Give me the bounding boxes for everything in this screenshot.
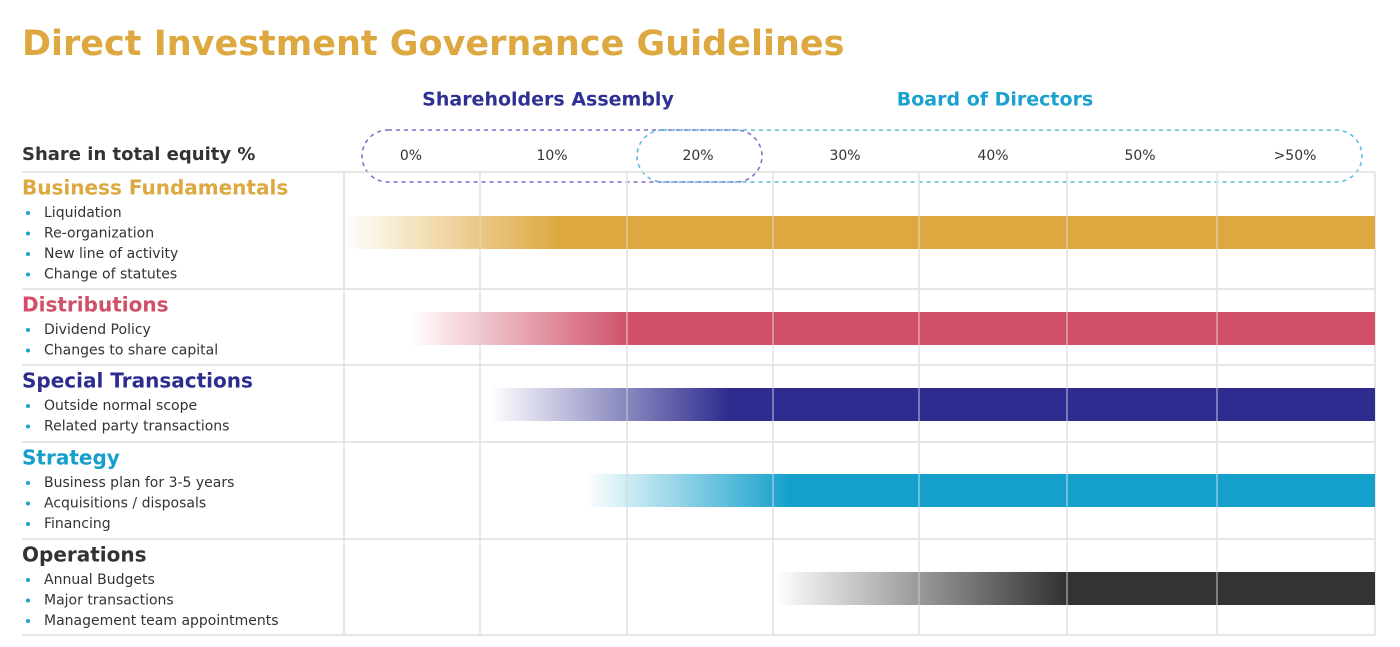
section-item: Business plan for 3-5 years	[44, 475, 234, 491]
section-item: Annual Budgets	[44, 572, 155, 588]
bars	[344, 216, 1375, 605]
section-item: Changes to share capital	[44, 343, 218, 359]
bullet	[26, 231, 30, 236]
section-title: Business Fundamentals	[22, 176, 288, 200]
shareholders-bracket	[361, 129, 763, 183]
bullet	[26, 578, 30, 582]
section-item: Re-organization	[44, 226, 154, 242]
bullet	[26, 211, 30, 215]
grid-overlay	[479, 172, 1218, 635]
column-label: 30%	[829, 148, 860, 164]
column-label: 20%	[682, 148, 713, 164]
section-item: Liquidation	[44, 205, 122, 221]
bullet	[26, 598, 30, 603]
section-title: Strategy	[22, 446, 120, 470]
section-item: Acquisitions / disposals	[44, 496, 206, 512]
title: Direct Investment Governance Guidelines	[22, 24, 844, 64]
board-label: Board of Directors	[897, 89, 1094, 111]
column-label: 40%	[977, 148, 1008, 164]
section-item: Management team appointments	[44, 613, 279, 629]
governance-bar	[585, 474, 1375, 507]
section-item: Dividend Policy	[44, 322, 151, 338]
column-label: >50%	[1274, 148, 1317, 164]
column-label: 50%	[1124, 148, 1155, 164]
governance-bar	[410, 312, 1375, 345]
section-item: Related party transactions	[44, 419, 229, 435]
bullet	[26, 272, 30, 277]
bullet	[26, 501, 30, 506]
section-item: Change of statutes	[44, 267, 177, 283]
equity-label: Share in total equity %	[22, 144, 255, 165]
section-item: Outside normal scope	[44, 398, 197, 414]
section-item: Major transactions	[44, 593, 174, 609]
bullet	[26, 481, 30, 485]
governance-bar	[490, 388, 1375, 421]
column-label: 10%	[536, 148, 567, 164]
governance-bar	[344, 216, 1375, 249]
bullet	[26, 252, 30, 256]
bullet	[26, 404, 30, 408]
board-bracket	[636, 129, 1363, 183]
column-label: 0%	[400, 148, 422, 164]
bullet	[26, 522, 30, 526]
shareholders-label: Shareholders Assembly	[422, 89, 674, 111]
section-title: Distributions	[22, 293, 169, 317]
bullet	[26, 348, 30, 353]
labels: 0% 10% 20% 30% 40% 50% >50% Business Fundamenta…	[22, 148, 1316, 629]
section-item: New line of activity	[44, 246, 178, 262]
bullet	[26, 619, 30, 623]
section-item: Financing	[44, 516, 111, 532]
bullet	[26, 328, 30, 332]
section-title: Special Transactions	[22, 369, 253, 393]
section-title: Operations	[22, 543, 147, 567]
bullet	[26, 424, 30, 429]
governance-bar	[775, 572, 1375, 605]
